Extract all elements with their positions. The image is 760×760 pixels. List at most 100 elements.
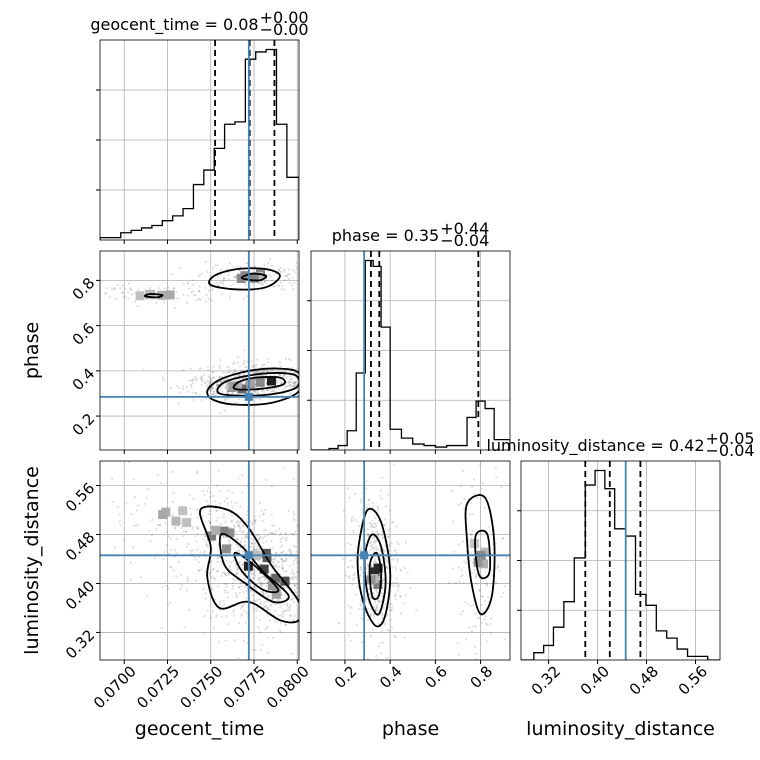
sample-point — [303, 623, 305, 625]
sample-point — [295, 550, 298, 553]
sample-point — [111, 287, 114, 290]
sample-point — [236, 572, 240, 575]
sample-point — [200, 376, 203, 379]
sample-point — [399, 568, 402, 571]
sample-point — [258, 631, 262, 634]
sample-point — [244, 283, 248, 286]
sample-point — [210, 385, 214, 389]
sample-point — [251, 365, 255, 368]
sample-point — [316, 590, 318, 592]
sample-point — [216, 570, 219, 573]
sample-point — [355, 593, 358, 596]
sample-point — [262, 370, 265, 373]
sample-point — [139, 576, 142, 579]
sample-point — [359, 574, 362, 577]
sample-point — [469, 501, 473, 505]
sample-point — [482, 481, 485, 485]
sample-point — [294, 371, 297, 374]
sample-point — [211, 390, 214, 393]
sample-point — [250, 523, 254, 526]
sample-point — [207, 512, 211, 515]
sample-point — [271, 389, 275, 392]
sample-point — [186, 578, 189, 581]
sample-point — [283, 268, 286, 271]
sample-point — [384, 518, 387, 521]
sample-point — [255, 548, 258, 551]
sample-point — [221, 293, 224, 296]
sample-point — [327, 371, 329, 373]
sample-point — [415, 609, 418, 612]
density-cell — [249, 273, 259, 283]
density-cell — [259, 564, 269, 574]
sample-point — [207, 289, 211, 292]
sample-point — [370, 524, 374, 527]
sample-point — [266, 370, 269, 373]
sample-point — [299, 275, 301, 277]
sample-point — [299, 375, 301, 377]
sample-point — [160, 482, 163, 485]
sample-point — [236, 568, 239, 571]
sample-point — [300, 556, 302, 558]
sample-point — [457, 543, 460, 546]
sample-point — [389, 618, 392, 621]
sample-point — [173, 527, 177, 530]
sample-point — [459, 575, 463, 578]
sample-point — [393, 594, 396, 597]
sample-point — [285, 275, 288, 278]
sample-point — [235, 543, 238, 546]
sample-point — [258, 514, 261, 517]
sample-point — [198, 274, 202, 277]
sample-point — [113, 288, 116, 291]
sample-point — [223, 603, 226, 606]
sample-point — [207, 368, 210, 372]
sample-point — [172, 287, 175, 290]
sample-point — [289, 392, 292, 395]
sample-point — [289, 603, 292, 607]
sample-point — [369, 540, 372, 543]
sample-point — [225, 497, 229, 500]
sample-point — [340, 591, 342, 593]
sample-point — [277, 561, 281, 564]
sample-point — [274, 603, 277, 606]
sample-point — [229, 284, 232, 287]
sample-point — [376, 604, 379, 607]
sample-point — [205, 543, 208, 546]
sample-point — [293, 589, 297, 592]
sample-point — [258, 619, 261, 622]
sample-point — [263, 535, 266, 538]
sample-point — [292, 382, 295, 385]
contour-line — [199, 505, 299, 624]
sample-point — [271, 558, 275, 561]
sample-point — [477, 617, 481, 620]
sample-point — [260, 280, 263, 284]
sample-point — [221, 281, 224, 284]
sample-point — [307, 370, 309, 372]
sample-point — [193, 556, 196, 559]
sample-point — [287, 549, 290, 552]
sample-point — [293, 381, 297, 384]
sample-point — [232, 369, 236, 372]
sample-point — [117, 284, 120, 287]
sample-point — [195, 508, 198, 511]
sample-point — [386, 493, 390, 496]
sample-point — [254, 519, 257, 522]
sample-point — [375, 539, 378, 543]
sample-point — [267, 384, 270, 388]
sample-point — [280, 285, 284, 288]
sample-point — [461, 540, 464, 543]
sample-point — [226, 391, 229, 395]
sample-point — [287, 277, 291, 281]
panel-title-sup: +0.44 — [440, 219, 489, 238]
sample-point — [255, 616, 258, 619]
sample-point — [211, 495, 215, 498]
sample-point — [173, 287, 176, 290]
sample-point — [239, 582, 242, 585]
sample-point — [210, 379, 213, 383]
panel-title-sub: −0.04 — [440, 231, 489, 250]
sample-point — [294, 380, 297, 384]
sample-point — [215, 614, 218, 617]
sample-point — [351, 578, 354, 581]
sample-point — [226, 271, 230, 274]
sample-point — [288, 380, 291, 384]
sample-point — [385, 557, 388, 560]
